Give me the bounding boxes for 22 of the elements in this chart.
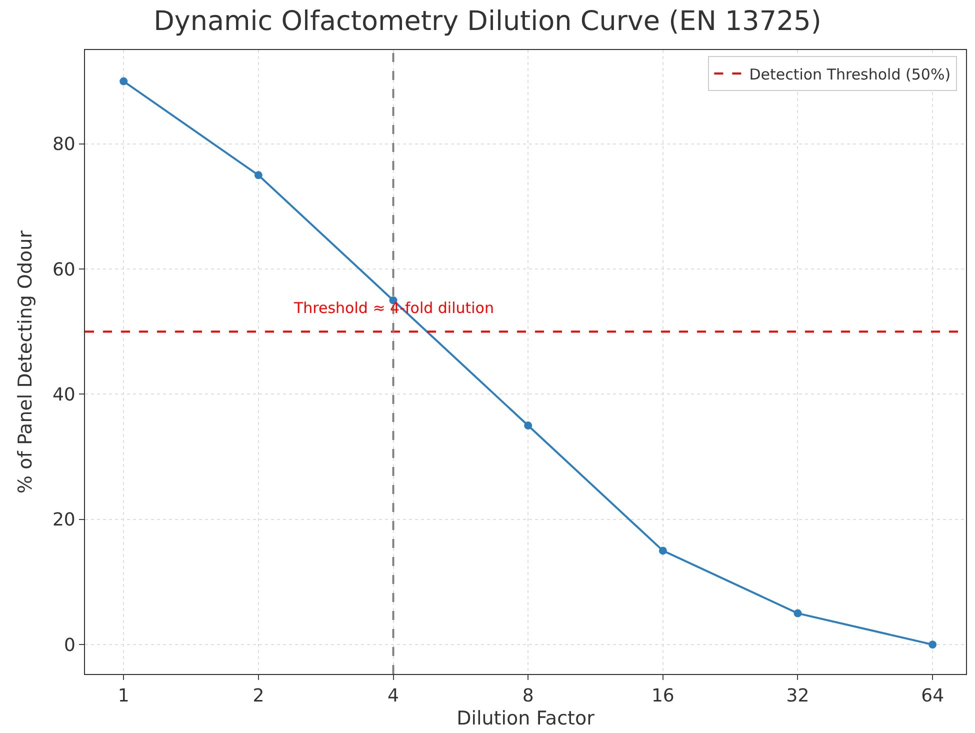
point — [794, 609, 802, 618]
chart-title: Dynamic Olfactometry Dilution Curve (EN 13725) — [154, 6, 822, 37]
x-tick-label: 64 — [921, 686, 944, 707]
y-tick-label: 80 — [52, 134, 76, 156]
x-axis-title: Dilution Factor — [456, 707, 595, 730]
point — [658, 546, 667, 555]
x-tick-label: 16 — [651, 686, 674, 707]
y-tick-label: 40 — [52, 384, 76, 406]
point — [120, 77, 128, 86]
y-tick-label: 60 — [52, 259, 76, 280]
point — [928, 640, 937, 649]
y-tick-label: 0 — [64, 634, 76, 656]
x-tick-label: 32 — [786, 686, 810, 707]
legend-label: Detection Threshold (50%) — [749, 65, 951, 84]
point — [524, 422, 532, 430]
x-tick-label: 8 — [522, 686, 534, 707]
x-tick-label: 1 — [118, 686, 130, 707]
y-tick-label: 20 — [52, 510, 76, 531]
x-tick-label: 4 — [388, 686, 399, 707]
x-tick-label: 2 — [252, 686, 264, 707]
y-axis-title: % of Panel Detecting Odour — [14, 230, 36, 494]
point — [254, 171, 262, 180]
